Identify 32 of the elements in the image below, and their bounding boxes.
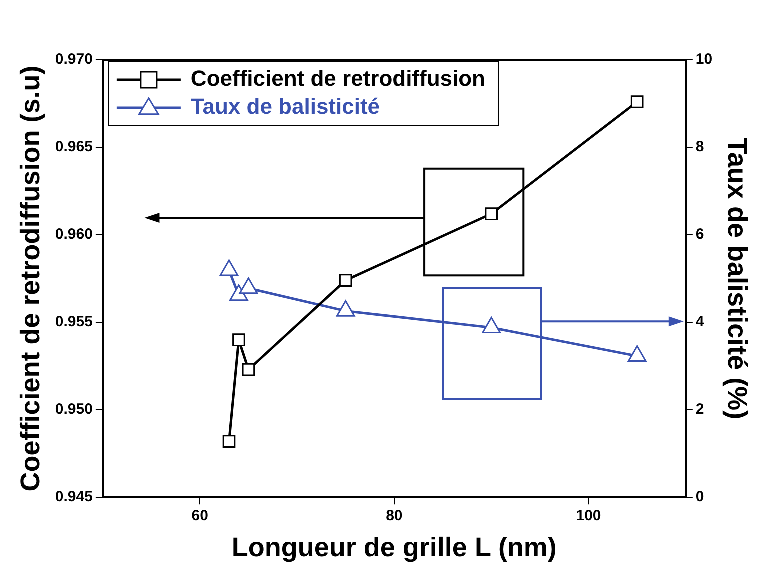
y2-tick-label: 6 (696, 226, 704, 244)
y2-tick-label: 0 (696, 488, 704, 506)
point (220, 260, 239, 276)
y-tick-label: 0.960 (55, 226, 93, 244)
x-tick-label: 100 (576, 508, 602, 525)
point (482, 317, 501, 334)
y-tick-label: 0.965 (55, 138, 93, 156)
point (222, 435, 236, 448)
point (336, 300, 356, 317)
y2-tick-label: 4 (696, 314, 705, 331)
y-axis-title: Coefficient de retrodiffusion (s.u) (16, 66, 46, 492)
legend-label: Coefficient de retrodiffusion (190, 66, 486, 92)
y2-axis-title: Taux de balisticité (%) (722, 138, 752, 420)
x-tick-label: 60 (192, 508, 208, 525)
y2-tick-label: 2 (696, 401, 704, 418)
y2-tick-label: 8 (696, 138, 704, 156)
point (628, 346, 647, 362)
y-tick-label: 0.955 (55, 314, 93, 331)
point (239, 278, 258, 294)
x-axis-title: Longueur de grille L (nm) (232, 532, 557, 562)
point (630, 96, 644, 108)
legend-label: Taux de balisticité (190, 94, 380, 120)
y-tick-label: 0.950 (55, 401, 93, 418)
point (242, 363, 256, 376)
point (339, 274, 352, 287)
y-tick-label: 0.970 (55, 51, 93, 68)
y-tick-label: 0.945 (55, 488, 93, 506)
point (232, 334, 246, 346)
x-tick-label: 80 (386, 508, 403, 525)
point (485, 208, 498, 220)
point (230, 284, 248, 302)
y2-tick-label: 10 (696, 51, 713, 68)
